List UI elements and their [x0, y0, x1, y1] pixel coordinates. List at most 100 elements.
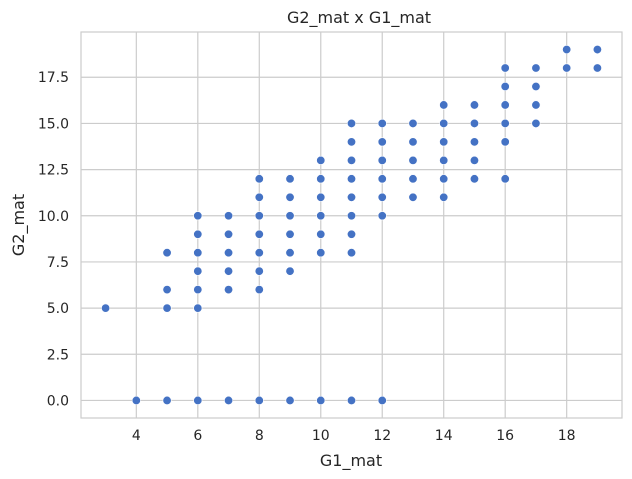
data-point: [285, 395, 295, 405]
x-tick-label: 4: [132, 428, 141, 444]
data-point: [193, 211, 203, 221]
data-point: [254, 211, 264, 221]
x-tick-label: 12: [373, 428, 391, 444]
data-point: [346, 137, 356, 147]
data-point: [377, 137, 387, 147]
data-point: [531, 81, 541, 91]
data-point: [408, 118, 418, 128]
data-point: [562, 63, 572, 73]
data-point: [285, 192, 295, 202]
data-points: [101, 45, 602, 405]
data-point: [346, 174, 356, 184]
data-point: [346, 211, 356, 221]
x-axis-label: G1_mat: [320, 451, 382, 471]
data-point: [500, 81, 510, 91]
x-tick-label: 14: [435, 428, 453, 444]
data-point: [316, 155, 326, 165]
data-point: [439, 118, 449, 128]
data-point: [469, 118, 479, 128]
y-tick-label: 17.5: [38, 70, 69, 86]
data-point: [469, 174, 479, 184]
x-tick-label: 8: [255, 428, 264, 444]
x-tick-label: 6: [193, 428, 202, 444]
chart-title: G2_mat x G1_mat: [287, 8, 431, 28]
data-point: [285, 211, 295, 221]
grid: [81, 32, 622, 418]
data-point: [316, 229, 326, 239]
data-point: [224, 395, 234, 405]
data-point: [162, 395, 172, 405]
data-point: [285, 229, 295, 239]
data-point: [377, 174, 387, 184]
data-point: [377, 211, 387, 221]
data-point: [101, 303, 111, 313]
data-point: [500, 137, 510, 147]
data-point: [193, 303, 203, 313]
data-point: [193, 248, 203, 258]
data-point: [285, 248, 295, 258]
x-tick-label: 16: [496, 428, 514, 444]
data-point: [531, 63, 541, 73]
data-point: [224, 211, 234, 221]
data-point: [254, 229, 264, 239]
data-point: [377, 192, 387, 202]
data-point: [346, 118, 356, 128]
data-point: [346, 155, 356, 165]
data-point: [254, 285, 264, 295]
data-point: [162, 248, 172, 258]
y-tick-label: 5.0: [47, 301, 69, 317]
data-point: [469, 137, 479, 147]
data-point: [193, 266, 203, 276]
data-point: [316, 192, 326, 202]
data-point: [224, 285, 234, 295]
data-point: [408, 137, 418, 147]
data-point: [316, 248, 326, 258]
data-point: [193, 395, 203, 405]
x-tick-labels: 4 6 8 10 12 14 16 18: [132, 428, 576, 444]
y-tick-labels: 0.0 2.5 5.0 7.5 10.0 12.5 15.0 17.5: [38, 70, 69, 409]
data-point: [285, 266, 295, 276]
data-point: [377, 395, 387, 405]
x-tick-label: 10: [312, 428, 330, 444]
data-point: [254, 395, 264, 405]
data-point: [469, 100, 479, 110]
data-point: [592, 63, 602, 73]
data-point: [254, 174, 264, 184]
data-point: [408, 155, 418, 165]
data-point: [500, 174, 510, 184]
data-point: [254, 248, 264, 258]
data-point: [500, 118, 510, 128]
data-point: [562, 45, 572, 55]
y-tick-label: 10.0: [38, 209, 69, 225]
data-point: [224, 248, 234, 258]
data-point: [439, 192, 449, 202]
data-point: [316, 174, 326, 184]
data-point: [346, 192, 356, 202]
data-point: [439, 100, 449, 110]
data-point: [131, 395, 141, 405]
data-point: [316, 211, 326, 221]
data-point: [531, 118, 541, 128]
data-point: [500, 63, 510, 73]
data-point: [408, 174, 418, 184]
y-axis-label: G2_mat: [9, 194, 29, 256]
data-point: [254, 192, 264, 202]
data-point: [285, 174, 295, 184]
data-point: [316, 395, 326, 405]
data-point: [162, 303, 172, 313]
x-tick-label: 18: [558, 428, 576, 444]
data-point: [224, 229, 234, 239]
y-tick-label: 2.5: [47, 347, 69, 363]
data-point: [439, 174, 449, 184]
data-point: [162, 285, 172, 295]
data-point: [531, 100, 541, 110]
data-point: [346, 248, 356, 258]
data-point: [500, 100, 510, 110]
data-point: [254, 266, 264, 276]
y-tick-label: 12.5: [38, 163, 69, 179]
plot-frame: [80, 31, 623, 419]
y-tick-label: 15.0: [38, 116, 69, 132]
data-point: [377, 118, 387, 128]
data-point: [439, 155, 449, 165]
